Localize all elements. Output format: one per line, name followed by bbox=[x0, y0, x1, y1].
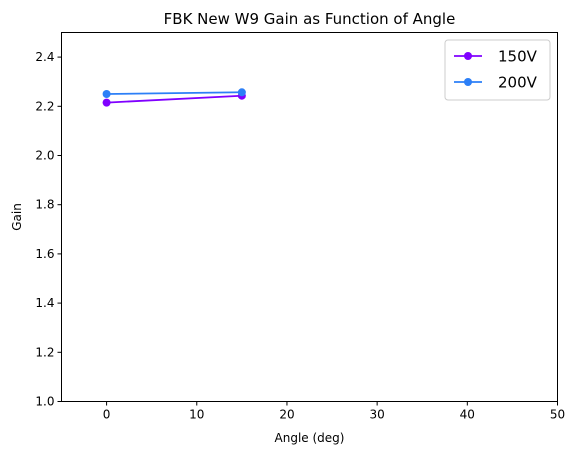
y-tick-label: 2.2 bbox=[35, 99, 54, 113]
chart-title: FBK New W9 Gain as Function of Angle bbox=[164, 10, 456, 28]
y-tick-label: 1.8 bbox=[35, 198, 54, 212]
y-tick-label: 1.6 bbox=[35, 247, 54, 261]
x-tick-label: 0 bbox=[103, 408, 111, 422]
series-line-200V bbox=[106, 91, 242, 95]
x-tick-label: 30 bbox=[369, 408, 384, 422]
data-point-200V bbox=[102, 90, 111, 98]
series-layer bbox=[102, 88, 246, 107]
x-tick-label: 20 bbox=[279, 408, 294, 422]
x-tick-label: 40 bbox=[460, 408, 475, 422]
data-point-200V bbox=[237, 88, 246, 97]
legend: 150V 200V bbox=[444, 39, 551, 101]
axis-ticks: 0 10 20 30 40 50 1.0 1.2 1.4 1.6 1.8 2.0 2.2 2.4 bbox=[35, 50, 565, 421]
legend-swatch-marker bbox=[464, 52, 472, 60]
series-line-150V bbox=[106, 94, 242, 104]
legend-label: 150V bbox=[498, 48, 538, 66]
x-tick-label: 10 bbox=[189, 408, 204, 422]
y-tick-label: 1.0 bbox=[35, 395, 54, 409]
legend-label: 200V bbox=[498, 74, 538, 92]
y-tick-label: 2.4 bbox=[35, 50, 54, 64]
plot-area-frame bbox=[61, 32, 558, 402]
x-tick-label: 50 bbox=[550, 408, 565, 422]
y-tick-label: 1.2 bbox=[35, 345, 54, 359]
y-axis-label: Gain bbox=[10, 203, 24, 231]
y-tick-label: 1.4 bbox=[35, 296, 54, 310]
legend-swatch-marker bbox=[464, 78, 472, 86]
data-point-150V bbox=[102, 98, 111, 107]
x-axis-label: Angle (deg) bbox=[275, 431, 345, 445]
y-tick-label: 2.0 bbox=[35, 149, 54, 163]
